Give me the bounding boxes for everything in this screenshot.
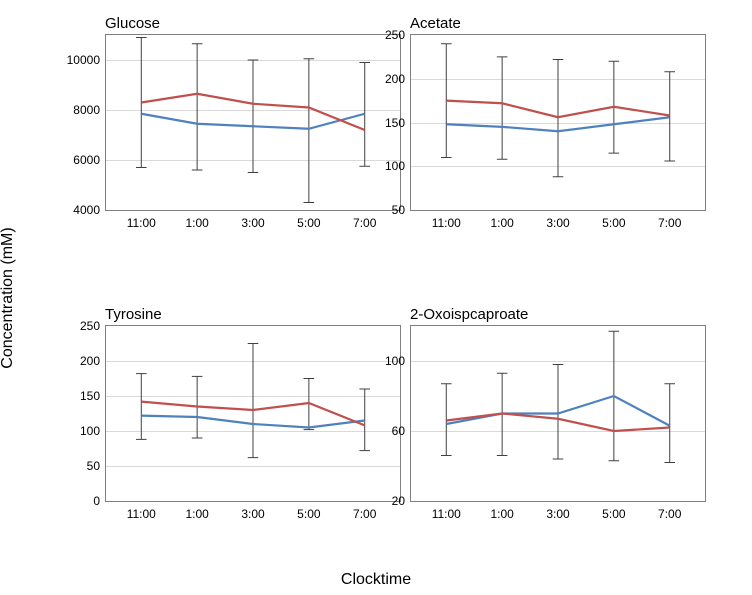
ytick-label: 250 [385,28,405,42]
errorbar [192,44,203,170]
xtick-label: 1:00 [490,507,513,521]
xtick-label: 7:00 [353,216,376,230]
ytick-label: 200 [80,354,100,368]
xtick-label: 5:00 [297,507,320,521]
figure: Concentration (mM) Clocktime Glucose 4000… [0,0,752,595]
panel-title: 2-Oxoispcaproate [410,306,704,323]
xtick-label: 3:00 [241,507,264,521]
ytick-label: 150 [80,389,100,403]
errorbar [304,59,315,203]
xtick-label: 5:00 [602,216,625,230]
panel-title: Tyrosine [105,306,399,323]
panel-acetate: Acetate 5010015020025011:001:003:005:007:… [410,15,704,211]
ytick-label: 4000 [73,203,100,217]
xtick-label: 3:00 [546,507,569,521]
chart-svg [106,35,400,210]
chart-svg [411,326,705,501]
plot-area: 5010015020025011:001:003:005:007:00 [410,34,706,211]
ytick-label: 100 [385,159,405,173]
chart-svg [106,326,400,501]
xtick-label: 5:00 [602,507,625,521]
xtick-label: 1:00 [185,216,208,230]
x-axis-label: Clocktime [341,571,411,589]
ytick-label: 0 [93,494,100,508]
ytick-label: 6000 [73,153,100,167]
errorbar [497,57,508,159]
xtick-label: 7:00 [658,216,681,230]
ytick-label: 50 [87,459,100,473]
xtick-label: 1:00 [185,507,208,521]
xtick-label: 3:00 [546,216,569,230]
xtick-label: 3:00 [241,216,264,230]
errorbar [248,344,259,458]
ytick-label: 50 [392,203,405,217]
xtick-label: 11:00 [127,216,156,230]
ytick-label: 100 [80,424,100,438]
ytick-label: 8000 [73,103,100,117]
xtick-label: 11:00 [432,507,461,521]
ytick-label: 20 [392,494,405,508]
errorbar [248,60,259,173]
ytick-label: 250 [80,319,100,333]
errorbar [359,389,370,451]
y-axis-label: Concentration (mM) [0,227,17,368]
xtick-label: 11:00 [127,507,156,521]
ytick-label: 10000 [67,53,100,67]
chart-svg [411,35,705,210]
xtick-label: 11:00 [432,216,461,230]
ytick-label: 100 [385,354,405,368]
errorbar [664,72,675,161]
plot-area: 4000600080001000011:001:003:005:007:00 [105,34,401,211]
plot-area: 206010011:001:003:005:007:00 [410,325,706,502]
errorbar [136,374,147,440]
ytick-label: 60 [392,424,405,438]
ytick-label: 200 [385,72,405,86]
ytick-label: 150 [385,116,405,130]
panel-glucose: Glucose 4000600080001000011:001:003:005:0… [105,15,399,211]
panel-title: Acetate [410,15,704,32]
xtick-label: 7:00 [658,507,681,521]
panel-tyrosine: Tyrosine 05010015020025011:001:003:005:00… [105,306,399,502]
xtick-label: 7:00 [353,507,376,521]
panel-oxoisocaproate: 2-Oxoispcaproate 206010011:001:003:005:00… [410,306,704,502]
plot-area: 05010015020025011:001:003:005:007:00 [105,325,401,502]
panel-title: Glucose [105,15,399,32]
xtick-label: 5:00 [297,216,320,230]
xtick-label: 1:00 [490,216,513,230]
